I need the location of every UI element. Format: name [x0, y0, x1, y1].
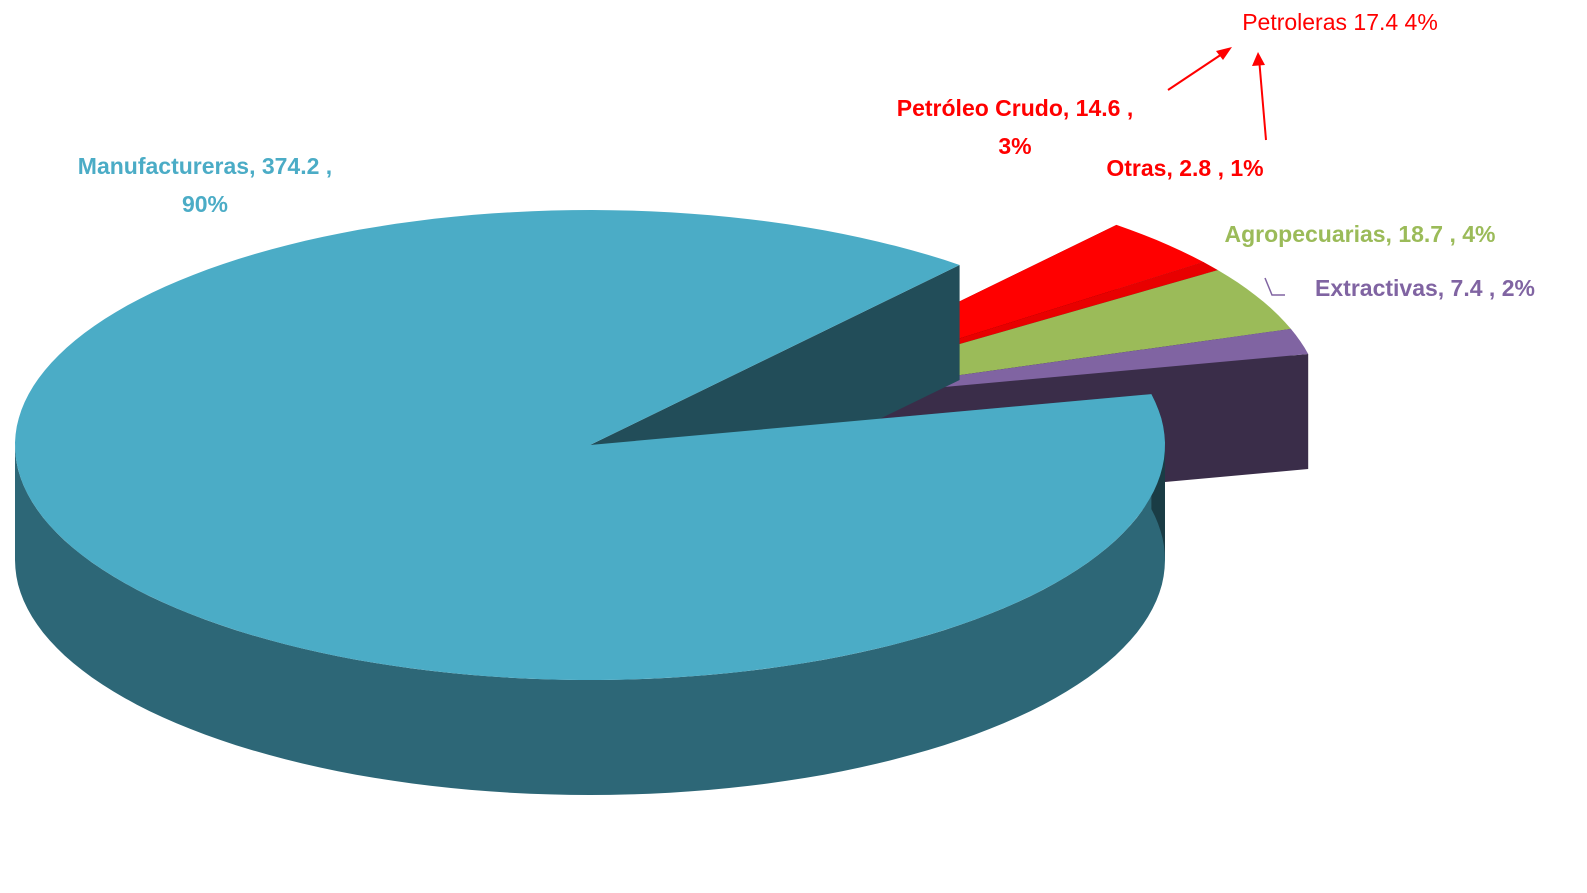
data-label: 90%: [182, 191, 228, 217]
slice-top: [15, 210, 1165, 680]
data-label: Extractivas, 7.4 , 2%: [1315, 275, 1535, 301]
arrow: [1167, 49, 1229, 91]
arrow-head: [1216, 47, 1232, 60]
arrow-head: [1252, 52, 1265, 66]
data-label: Otras, 2.8 , 1%: [1106, 155, 1263, 181]
arrow: [1258, 57, 1267, 141]
leader-line: [1264, 277, 1285, 296]
data-label: Manufactureras, 374.2 ,: [78, 153, 332, 179]
slice-rim: [15, 445, 1165, 795]
data-label: Petróleo Crudo, 14.6 ,: [897, 95, 1133, 121]
data-label: Agropecuarias, 18.7 , 4%: [1224, 221, 1495, 247]
slice: [15, 210, 1165, 795]
data-label: 3%: [998, 133, 1031, 159]
annotation: Petroleras 17.4 4%: [1242, 9, 1438, 35]
